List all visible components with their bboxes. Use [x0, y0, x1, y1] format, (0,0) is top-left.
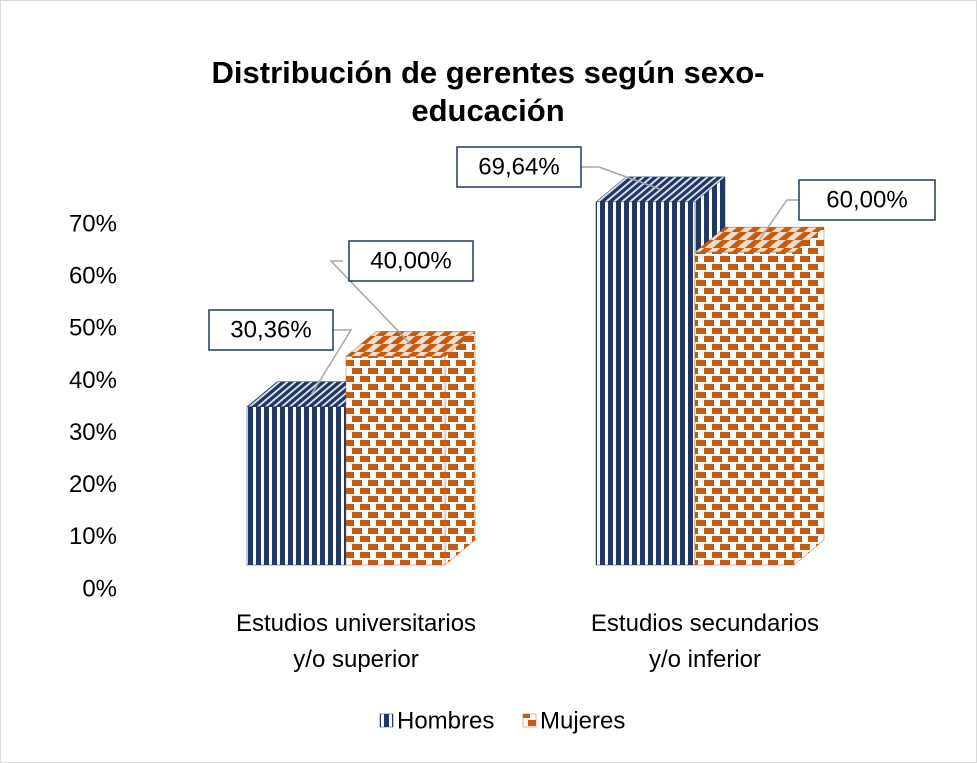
data-label: 60,00% — [826, 186, 907, 213]
leader-line — [581, 166, 661, 191]
y-tick-label: 50% — [69, 315, 117, 342]
legend-label: Mujeres — [540, 707, 625, 734]
bar-front — [595, 201, 696, 566]
bar — [694, 226, 825, 566]
y-tick-label: 40% — [69, 367, 117, 394]
data-label-box — [348, 240, 474, 282]
data-label-box — [798, 179, 936, 221]
chart-title-text: Distribución de gerentes según sexo-educ… — [212, 55, 765, 128]
data-label: 69,64% — [478, 153, 559, 180]
data-label: 30,36% — [230, 316, 311, 343]
y-tick-label: 60% — [69, 262, 117, 289]
bar-side — [793, 226, 825, 566]
y-tick-label: 70% — [69, 210, 117, 237]
data-label-box — [456, 146, 582, 188]
bar-front — [345, 356, 446, 566]
legend-swatch — [522, 713, 537, 728]
legend-label: Hombres — [397, 707, 494, 734]
legend-swatch — [379, 713, 394, 728]
x-tick-label: Estudios universitarios y/o superior — [236, 610, 476, 673]
leader-line — [329, 260, 412, 345]
bar-front — [694, 251, 795, 566]
y-tick-label: 20% — [69, 471, 117, 498]
y-tick-label: 30% — [69, 419, 117, 446]
leader-line — [758, 199, 799, 241]
bar-front — [246, 406, 347, 566]
y-tick-label: 10% — [69, 523, 117, 550]
data-label-box — [208, 309, 334, 351]
leader-line — [310, 329, 353, 395]
y-tick-label: 0% — [82, 575, 117, 602]
bar — [345, 330, 476, 566]
chart-title: Distribución de gerentes según sexo-educ… — [212, 55, 765, 128]
bar-side — [444, 330, 476, 566]
x-tick-label: Estudios secundarios y/o inferior — [591, 610, 819, 673]
data-label: 40,00% — [370, 247, 451, 274]
